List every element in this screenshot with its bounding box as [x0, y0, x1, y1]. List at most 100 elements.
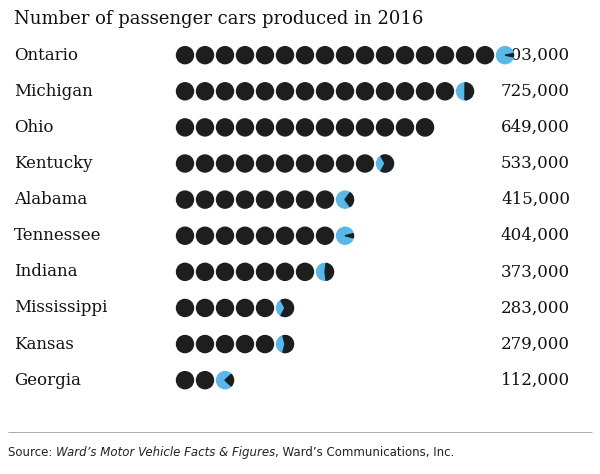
Text: 649,000: 649,000 — [501, 119, 570, 136]
Wedge shape — [465, 83, 473, 100]
Circle shape — [197, 264, 214, 281]
Circle shape — [377, 155, 394, 172]
Circle shape — [197, 300, 214, 317]
Wedge shape — [505, 54, 514, 57]
Circle shape — [337, 46, 353, 64]
Circle shape — [497, 46, 514, 64]
Circle shape — [197, 372, 214, 389]
Text: 112,000: 112,000 — [501, 372, 570, 389]
Circle shape — [457, 46, 473, 64]
Text: 803,000: 803,000 — [501, 46, 570, 64]
Circle shape — [397, 83, 413, 100]
Circle shape — [236, 83, 254, 100]
Circle shape — [457, 83, 473, 100]
Circle shape — [277, 300, 293, 317]
Circle shape — [277, 119, 293, 136]
Circle shape — [277, 46, 293, 64]
Text: Georgia: Georgia — [14, 372, 81, 389]
Circle shape — [377, 119, 394, 136]
Circle shape — [217, 46, 233, 64]
Circle shape — [317, 83, 334, 100]
Circle shape — [277, 155, 293, 172]
Circle shape — [296, 191, 314, 208]
Text: Number of passenger cars produced in 2016: Number of passenger cars produced in 201… — [14, 10, 424, 28]
Circle shape — [356, 155, 373, 172]
Circle shape — [236, 264, 254, 281]
Circle shape — [257, 336, 274, 353]
Circle shape — [397, 119, 413, 136]
Wedge shape — [345, 234, 353, 238]
Text: 279,000: 279,000 — [501, 336, 570, 353]
Circle shape — [176, 119, 193, 136]
Circle shape — [277, 227, 293, 244]
Circle shape — [257, 264, 274, 281]
Circle shape — [236, 336, 254, 353]
Circle shape — [296, 46, 314, 64]
Circle shape — [296, 119, 314, 136]
Circle shape — [317, 119, 334, 136]
Circle shape — [257, 155, 274, 172]
Circle shape — [377, 83, 394, 100]
Circle shape — [176, 46, 193, 64]
Circle shape — [236, 119, 254, 136]
Circle shape — [476, 46, 493, 64]
Circle shape — [416, 119, 433, 136]
Circle shape — [296, 227, 314, 244]
Circle shape — [317, 227, 334, 244]
Text: 283,000: 283,000 — [501, 300, 570, 317]
Text: Ohio: Ohio — [14, 119, 53, 136]
Circle shape — [197, 227, 214, 244]
Circle shape — [217, 191, 233, 208]
Circle shape — [337, 83, 353, 100]
Wedge shape — [225, 374, 233, 386]
Circle shape — [197, 46, 214, 64]
Wedge shape — [416, 119, 433, 136]
Circle shape — [356, 46, 373, 64]
Circle shape — [337, 191, 353, 208]
Circle shape — [377, 46, 394, 64]
Text: Ward’s Motor Vehicle Facts & Figures: Ward’s Motor Vehicle Facts & Figures — [56, 446, 275, 459]
Circle shape — [217, 372, 233, 389]
Circle shape — [277, 83, 293, 100]
Circle shape — [197, 155, 214, 172]
Circle shape — [257, 227, 274, 244]
Circle shape — [337, 155, 353, 172]
Circle shape — [217, 83, 233, 100]
Circle shape — [236, 46, 254, 64]
Circle shape — [197, 83, 214, 100]
Circle shape — [277, 336, 293, 353]
Circle shape — [317, 191, 334, 208]
Circle shape — [176, 264, 193, 281]
Circle shape — [317, 46, 334, 64]
Text: Alabama: Alabama — [14, 191, 87, 208]
Circle shape — [337, 227, 353, 244]
Circle shape — [317, 155, 334, 172]
Text: Kentucky: Kentucky — [14, 155, 92, 172]
Circle shape — [257, 300, 274, 317]
Circle shape — [356, 119, 373, 136]
Text: Indiana: Indiana — [14, 264, 77, 280]
Text: Michigan: Michigan — [14, 83, 93, 100]
Text: 404,000: 404,000 — [501, 227, 570, 244]
Wedge shape — [345, 193, 353, 207]
Circle shape — [176, 300, 193, 317]
Circle shape — [236, 300, 254, 317]
Text: Tennessee: Tennessee — [14, 227, 101, 244]
Circle shape — [257, 83, 274, 100]
Wedge shape — [281, 300, 293, 317]
Circle shape — [416, 83, 433, 100]
Circle shape — [236, 155, 254, 172]
Circle shape — [217, 336, 233, 353]
Circle shape — [176, 83, 193, 100]
Circle shape — [296, 155, 314, 172]
Circle shape — [257, 46, 274, 64]
Circle shape — [236, 227, 254, 244]
Circle shape — [176, 191, 193, 208]
Circle shape — [217, 300, 233, 317]
Circle shape — [236, 191, 254, 208]
Wedge shape — [381, 155, 394, 172]
Circle shape — [356, 83, 373, 100]
Circle shape — [257, 119, 274, 136]
Circle shape — [337, 119, 353, 136]
Text: Source:: Source: — [8, 446, 56, 459]
